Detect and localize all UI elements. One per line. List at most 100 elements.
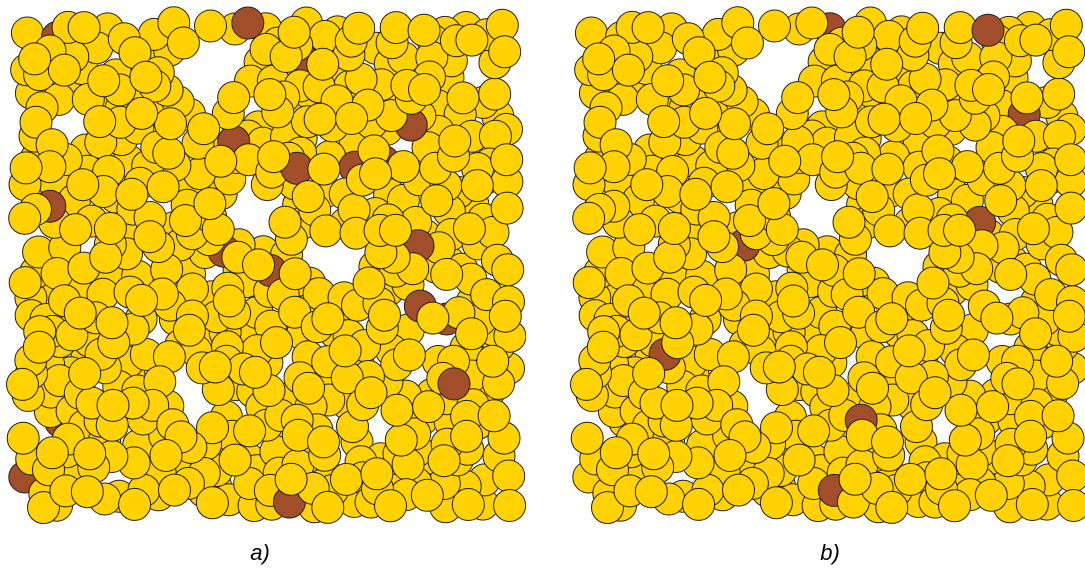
- particle: [980, 301, 1014, 335]
- particle: [867, 102, 901, 136]
- particle: [278, 257, 312, 291]
- particle: [187, 112, 221, 146]
- particle: [274, 462, 308, 496]
- particle: [311, 490, 345, 524]
- impurity-particle: [971, 13, 1005, 47]
- particle: [169, 204, 202, 238]
- particle-packing-b: [570, 6, 1085, 525]
- particle: [451, 488, 485, 521]
- particle: [154, 107, 187, 141]
- particle: [1055, 253, 1085, 287]
- particle: [384, 423, 418, 457]
- particle: [368, 298, 401, 332]
- particle: [892, 334, 926, 368]
- particle: [893, 462, 927, 496]
- particle: [238, 355, 272, 389]
- particle: [870, 47, 904, 81]
- particle: [974, 478, 1008, 512]
- particle: [8, 266, 42, 300]
- particle: [972, 73, 1005, 106]
- particle: [493, 489, 526, 522]
- particle: [257, 140, 291, 174]
- particle: [379, 213, 412, 247]
- particle: [730, 26, 764, 60]
- particle: [292, 371, 325, 405]
- particle: [1016, 212, 1050, 246]
- particle: [679, 177, 713, 211]
- particle: [943, 213, 976, 247]
- particle: [682, 487, 716, 521]
- particle: [855, 180, 889, 214]
- particle: [657, 212, 691, 245]
- particle: [67, 11, 101, 45]
- particle: [6, 367, 39, 401]
- particle: [194, 9, 227, 43]
- particle: [759, 486, 793, 520]
- particle: [416, 301, 450, 335]
- particle: [871, 152, 905, 186]
- particle: [392, 338, 426, 372]
- particle: [95, 306, 129, 340]
- particle: [659, 306, 693, 340]
- particle: [233, 414, 267, 448]
- particle: [832, 205, 866, 239]
- particle: [647, 105, 681, 139]
- particle: [309, 214, 343, 248]
- particle: [760, 411, 793, 445]
- particle: [268, 205, 302, 239]
- particle: [242, 248, 275, 282]
- particle: [1002, 124, 1036, 158]
- particle: [875, 490, 909, 524]
- particle: [277, 15, 311, 49]
- particle: [948, 423, 982, 457]
- particle: [932, 298, 965, 332]
- panel-b: [570, 6, 1085, 526]
- particle: [693, 60, 727, 94]
- particle: [1015, 488, 1049, 521]
- particle: [689, 96, 723, 130]
- particle: [68, 357, 102, 390]
- particle: [838, 462, 872, 496]
- particle: [460, 169, 494, 203]
- particle: [573, 151, 607, 185]
- particle: [204, 144, 238, 178]
- particle: [217, 81, 251, 115]
- particle: [599, 436, 633, 470]
- particle: [9, 151, 43, 185]
- particle: [133, 220, 167, 254]
- particle: [27, 491, 60, 525]
- particle: [360, 457, 394, 491]
- particle: [817, 78, 851, 112]
- particle: [611, 53, 645, 87]
- particle: [795, 6, 829, 40]
- particle: [438, 124, 472, 158]
- particle: [1019, 23, 1053, 57]
- particle: [342, 11, 376, 45]
- particle: [152, 136, 186, 170]
- particle: [328, 334, 362, 368]
- particle: [19, 105, 53, 139]
- particle: [899, 102, 933, 135]
- particle: [63, 296, 97, 330]
- particle: [307, 152, 341, 186]
- particle: [129, 60, 163, 94]
- particle: [212, 284, 246, 318]
- particle: [47, 53, 81, 87]
- particle: [651, 64, 685, 98]
- particle: [570, 421, 604, 455]
- particle: [35, 436, 69, 470]
- particle: [1052, 299, 1085, 333]
- particle: [73, 437, 107, 471]
- particle: [354, 376, 388, 410]
- particle: [776, 284, 810, 318]
- particle: [311, 302, 345, 336]
- particle: [634, 475, 668, 509]
- particle: [570, 367, 603, 401]
- particle: [976, 390, 1010, 424]
- particle: [710, 170, 744, 204]
- particle: [93, 212, 127, 245]
- particle: [956, 338, 990, 372]
- particle: [841, 15, 875, 49]
- particle: [757, 187, 791, 221]
- particle: [66, 168, 100, 202]
